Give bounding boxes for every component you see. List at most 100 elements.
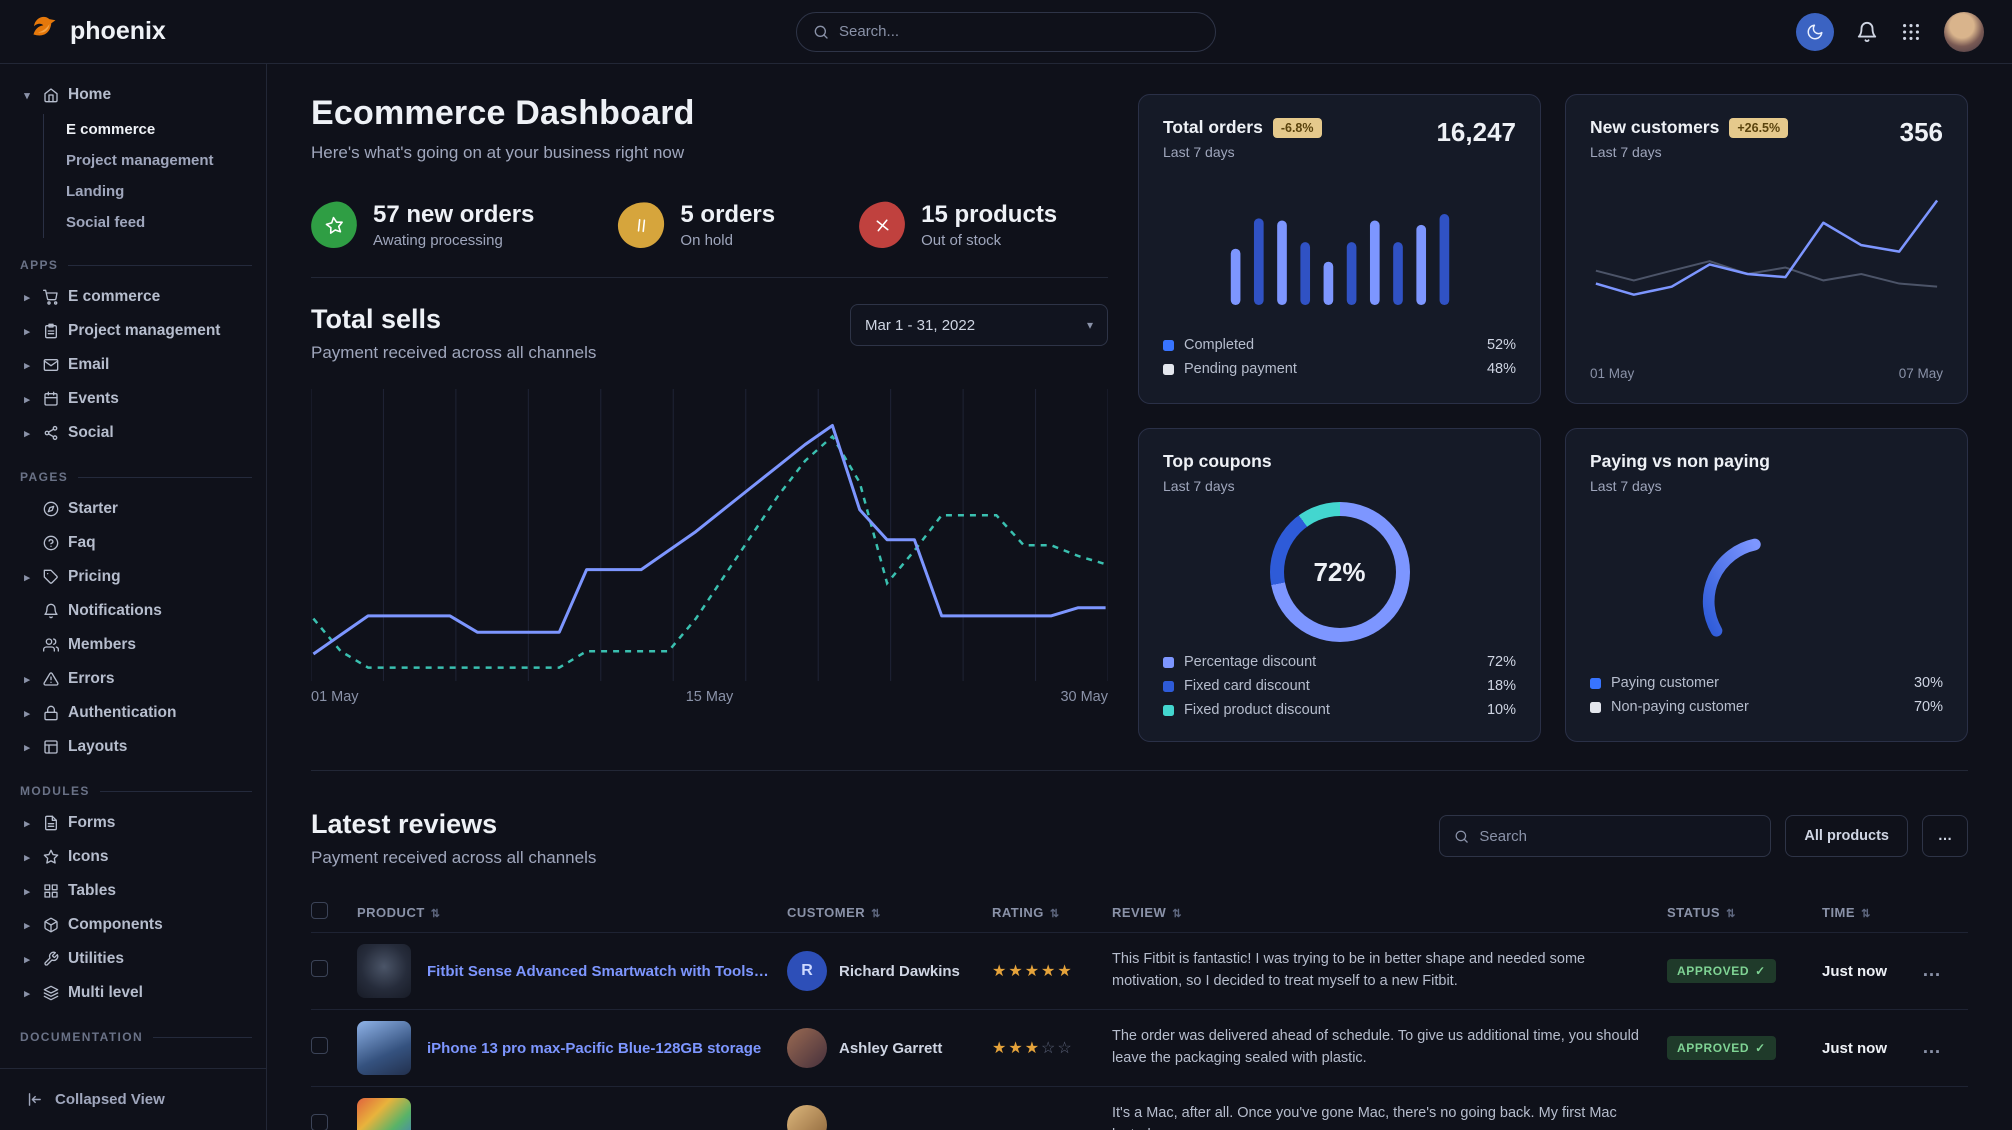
sidebar-item-errors[interactable]: ▸ Errors — [20, 662, 252, 696]
top-navbar: phoenix — [0, 0, 2012, 64]
table-row: iPhone 13 pro max-Pacific Blue-128GB sto… — [311, 1009, 1968, 1086]
brand-logo[interactable]: phoenix — [28, 12, 166, 51]
customer-cell: Ashley Garrett — [787, 1028, 992, 1068]
sidebar-item-label: Notifications — [68, 602, 162, 619]
column-header-time[interactable]: TIME ⇅ — [1822, 904, 1871, 920]
sidebar-subgroup: E commerce Project management Landing Socia… — [43, 114, 252, 238]
row-actions-button[interactable]: … — [1922, 1037, 1941, 1058]
column-header-status[interactable]: STATUS ⇅ — [1667, 904, 1736, 920]
sidebar-item-label: Pricing — [68, 568, 121, 585]
sidebar-item-icons[interactable]: ▸ Icons — [20, 840, 252, 874]
collapsed-view-toggle[interactable]: Collapsed View — [0, 1068, 266, 1130]
theme-toggle-button[interactable] — [1796, 12, 1834, 51]
user-avatar[interactable] — [1944, 11, 1984, 52]
sidebar-item-pricing[interactable]: ▸ Pricing — [20, 560, 252, 594]
main-content: Ecommerce Dashboard Here's what's going … — [267, 64, 2012, 1130]
sidebar-item-utilities[interactable]: ▸ Utilities — [20, 942, 252, 976]
top-coupons-card: Top coupons Last 7 days 72% Percentage d… — [1138, 428, 1541, 742]
sidebar-item-components[interactable]: ▸ Components — [20, 908, 252, 942]
legend-item: Fixed card discount 18% — [1163, 674, 1516, 698]
avatar — [787, 1105, 827, 1130]
sidebar-item-project-management[interactable]: ▸ Project management — [20, 314, 252, 348]
legend-label: Percentage discount — [1184, 654, 1317, 670]
sidebar-item-landing[interactable]: Landing — [66, 183, 125, 200]
sidebar-item-faq[interactable]: Faq — [20, 526, 252, 560]
select-all-checkbox[interactable] — [311, 902, 328, 919]
product-image — [357, 1098, 411, 1130]
sidebar-item-multi-level[interactable]: ▸ Multi level — [20, 976, 252, 1010]
caret-right-icon: ▸ — [24, 817, 30, 830]
sidebar-item-label: Errors — [68, 670, 115, 687]
sidebar-item-layouts[interactable]: ▸ Layouts — [20, 730, 252, 764]
global-search[interactable] — [796, 11, 1216, 52]
caret-right-icon: ▸ — [24, 987, 30, 1000]
sidebar-item-project-management[interactable]: Project management — [66, 152, 214, 169]
column-header-review[interactable]: REVIEW ⇅ — [1112, 904, 1183, 920]
column-header-rating[interactable]: RATING ⇅ — [992, 904, 1060, 920]
status-badge: APPROVED ✓ — [1667, 1036, 1776, 1060]
check-icon: ✓ — [1755, 964, 1766, 978]
sidebar-item-email[interactable]: ▸ Email — [20, 348, 252, 382]
legend-item: Percentage discount 72% — [1163, 650, 1516, 674]
product-link[interactable]: iPhone 13 pro max-Pacific Blue-128GB sto… — [427, 1039, 762, 1057]
sidebar-item-label: Layouts — [68, 738, 128, 755]
home-icon — [43, 87, 59, 103]
legend-item: Fixed product discount 10% — [1163, 698, 1516, 722]
row-checkbox[interactable] — [311, 960, 328, 977]
sidebar-item-tables[interactable]: ▸ Tables — [20, 874, 252, 908]
search-input[interactable] — [839, 23, 1199, 40]
paying-period: Last 7 days — [1590, 478, 1662, 494]
sidebar-section-pages: PAGES — [20, 470, 252, 484]
legend-value: 30% — [1913, 675, 1943, 691]
apps-menu-button[interactable] — [1900, 21, 1922, 43]
axis-tick: 01 May — [311, 689, 359, 705]
caret-right-icon: ▸ — [24, 359, 30, 372]
clipboard-icon — [43, 323, 59, 339]
column-header-customer[interactable]: CUSTOMER ⇅ — [787, 904, 881, 920]
total-sells-header: Total sells Payment received across all … — [311, 304, 1108, 363]
all-products-button[interactable]: All products — [1785, 815, 1908, 857]
total-orders-legend: Completed 52% Pending payment 48% — [1163, 333, 1516, 381]
latest-reviews-section: Latest reviews Payment received across a… — [311, 770, 1968, 1130]
date-range-select[interactable]: Mar 1 - 31, 2022 ▾ — [850, 304, 1108, 346]
sidebar-item-social-feed[interactable]: Social feed — [66, 214, 146, 231]
sidebar-item-forms[interactable]: ▸ Forms — [20, 806, 252, 840]
latest-reviews-title: Latest reviews — [311, 809, 498, 839]
product-link[interactable]: Fitbit Sense Advanced Smartwatch with To… — [427, 962, 785, 980]
navbar-actions — [1796, 11, 1984, 52]
sidebar-item-home[interactable]: ▾ Home — [20, 78, 252, 112]
more-options-button[interactable]: … — [1922, 815, 1968, 857]
notifications-button[interactable] — [1856, 21, 1878, 43]
review-text: This Fitbit is fantastic! I was trying t… — [1112, 951, 1586, 989]
file-icon — [43, 815, 59, 831]
sidebar-item-label: Forms — [68, 814, 116, 831]
caret-right-icon: ▸ — [24, 427, 30, 440]
caret-right-icon: ▸ — [24, 741, 30, 754]
caret-right-icon: ▸ — [24, 851, 30, 864]
caret-right-icon: ▸ — [24, 393, 30, 406]
table-header-row: PRODUCT ⇅ CUSTOMER ⇅ RATING ⇅ REVIEW ⇅ STATUS ⇅ TI… — [311, 892, 1968, 932]
page-subtitle: Here's what's going on at your business … — [311, 143, 685, 162]
sidebar-item-events[interactable]: ▸ Events — [20, 382, 252, 416]
column-header-product[interactable]: PRODUCT ⇅ — [357, 904, 441, 920]
row-actions-button[interactable]: … — [1922, 960, 1941, 981]
sidebar-item-social[interactable]: ▸ Social — [20, 416, 252, 450]
compass-icon — [43, 501, 59, 517]
legend-value: 10% — [1486, 702, 1516, 718]
reviews-search-input[interactable] — [1479, 827, 1757, 845]
reviews-search[interactable] — [1439, 815, 1772, 857]
legend-value: 70% — [1913, 699, 1943, 715]
sidebar-item-members[interactable]: Members — [20, 628, 252, 662]
sidebar-item-authentication[interactable]: ▸ Authentication — [20, 696, 252, 730]
row-checkbox[interactable] — [311, 1114, 328, 1130]
sidebar-item-notifications[interactable]: Notifications — [20, 594, 252, 628]
sidebar-item-e-commerce[interactable]: ▸ E commerce — [20, 280, 252, 314]
reviews-controls: All products … — [1439, 815, 1968, 857]
reviews-table: PRODUCT ⇅ CUSTOMER ⇅ RATING ⇅ REVIEW ⇅ STATUS ⇅ TI… — [311, 892, 1968, 1130]
sidebar-item-starter[interactable]: Starter — [20, 492, 252, 526]
legend-swatch — [1590, 677, 1601, 689]
table-body: Fitbit Sense Advanced Smartwatch with To… — [311, 932, 1968, 1130]
sidebar-section-apps: APPS — [20, 258, 252, 272]
sidebar-item-e-commerce[interactable]: E commerce — [66, 121, 156, 138]
row-checkbox[interactable] — [311, 1037, 328, 1054]
